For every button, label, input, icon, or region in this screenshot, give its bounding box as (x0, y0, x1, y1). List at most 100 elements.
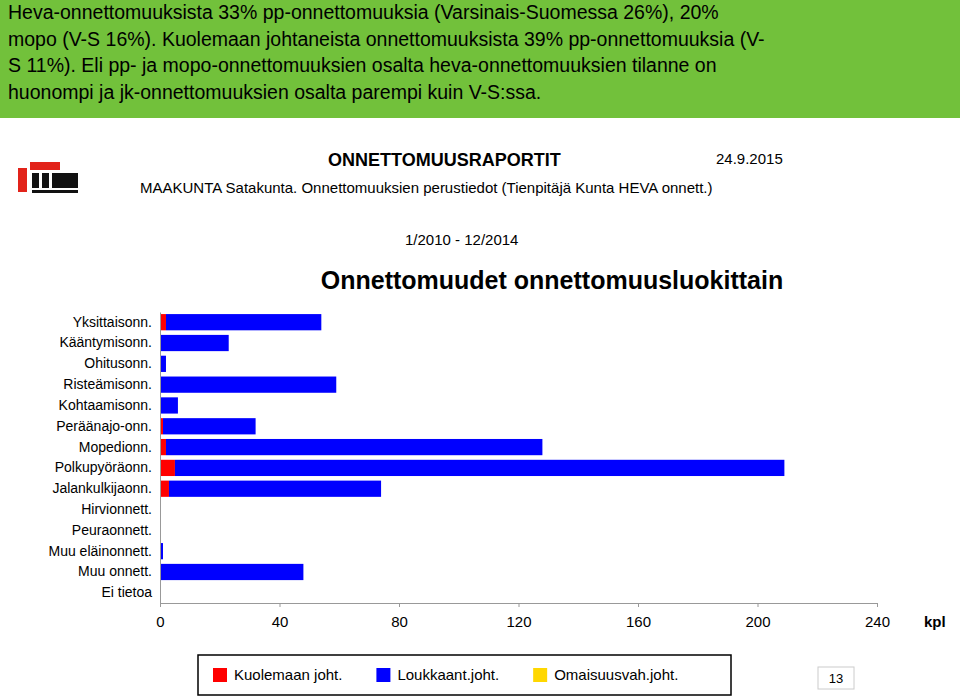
x-tick-mark (877, 603, 878, 607)
header-text: Heva-onnettomuuksista 33% pp-onnettomuuk… (8, 1, 765, 103)
logo-shape (30, 162, 60, 170)
y-tick-label: Peuraonnett. (72, 522, 152, 538)
x-tick-label: 120 (506, 613, 531, 630)
y-tick-label: Muu onnett. (78, 563, 152, 579)
y-tick: Mopedionn. (79, 439, 160, 455)
report-description: MAAKUNTA Satakunta. Onnettomuuksien peru… (140, 179, 713, 196)
x-axis: 0 40 80 120 160 200 240 (156, 603, 890, 630)
y-tick: Peuraonnett. (72, 522, 160, 538)
y-tick: Muu eläinonnett. (48, 543, 160, 559)
logo-shape (42, 173, 49, 188)
logo-shape (52, 173, 78, 188)
x-tick: 40 (272, 603, 289, 630)
x-tick-mark (758, 603, 759, 607)
report-date: 24.9.2015 (716, 150, 783, 167)
legend-box (198, 655, 731, 695)
header-line: mopo (V-S 16%). Kuolemaan johtaneista on… (8, 28, 765, 50)
y-tick: Muu onnett. (78, 563, 160, 579)
bar (228, 335, 229, 351)
x-tick: 160 (626, 603, 651, 630)
bar (321, 314, 322, 330)
bar (336, 377, 337, 393)
bar (160, 460, 175, 476)
bar (177, 397, 178, 413)
bar (784, 460, 785, 476)
y-tick-label: Risteämisonn. (63, 376, 152, 392)
x-tick-mark (160, 603, 161, 607)
x-tick: 200 (745, 603, 770, 630)
report-period: 1/2010 - 12/2014 (405, 231, 518, 248)
header-line: S 11%). Eli pp- ja mopo-onnettomuuksien … (8, 54, 717, 76)
logo-shape (18, 168, 27, 192)
x-tick-mark (399, 603, 400, 607)
page-number: 13 (829, 671, 843, 686)
y-tick-label: Yksittaisonn. (73, 314, 152, 330)
y-tick-label: Muu eläinonnett. (48, 543, 152, 559)
y-tick: Ohitusonn. (84, 355, 160, 371)
legend-label: Loukkaant.joht. (397, 666, 499, 683)
bars (160, 314, 784, 580)
header-band (0, 0, 960, 118)
bar (165, 356, 166, 372)
bar (160, 397, 178, 413)
y-tick-label: Ohitusonn. (84, 355, 152, 371)
y-tick-label: Polkupyöräonn. (55, 459, 152, 475)
y-tick-label: Peräänajo-onn. (56, 418, 152, 434)
chart-title: Onnettomuudet onnettomuusluokittain (321, 266, 783, 294)
x-tick-label: 40 (272, 613, 289, 630)
header-line: huonompi ja jk-onnettomuuksien osalta pa… (8, 81, 541, 103)
bar (303, 564, 304, 580)
x-axis-line (161, 604, 878, 608)
legend: Kuolemaan joht. Loukkaant.joht. Omaisuusva… (198, 655, 731, 695)
x-tick-mark (280, 603, 281, 607)
report-title: ONNETTOMUUSRAPORTIT (328, 150, 561, 170)
y-tick: Polkupyöräonn. (55, 459, 160, 475)
logo (18, 162, 78, 193)
logo-shape (32, 190, 78, 193)
x-tick: 80 (391, 603, 408, 630)
bar (160, 564, 303, 580)
y-axis: Yksittaisonn. Kääntymisonn. Ohitusonn. Rist… (48, 313, 160, 604)
y-tick-label: Ei tietoa (101, 584, 152, 600)
bar (160, 481, 169, 497)
x-axis-title: kpl (924, 613, 946, 630)
slide: Heva-onnettomuuksista 33% pp-onnettomuuk… (0, 0, 960, 697)
legend-label: Omaisuusvah.joht. (554, 666, 678, 683)
x-tick-label: 240 (865, 613, 890, 630)
x-tick-label: 0 (156, 613, 164, 630)
header-line: Heva-onnettomuuksista 33% pp-onnettomuuk… (8, 1, 719, 23)
bar (166, 439, 542, 455)
x-tick-label: 80 (391, 613, 408, 630)
bar (255, 418, 256, 434)
y-tick: Kohtaamisonn. (59, 397, 160, 413)
x-tick: 240 (865, 603, 890, 630)
bar (163, 418, 256, 434)
y-tick: Peräänajo-onn. (56, 418, 160, 434)
legend-swatch (213, 668, 227, 682)
x-tick-label: 160 (626, 613, 651, 630)
bar (166, 314, 321, 330)
y-tick: Risteämisonn. (63, 376, 160, 392)
x-tick: 0 (156, 603, 164, 630)
y-tick: Yksittaisonn. (73, 314, 160, 330)
y-tick: Jalankulkijaonn. (52, 480, 160, 496)
legend-swatch (376, 668, 390, 682)
bar (542, 439, 543, 455)
y-tick-label: Jalankulkijaonn. (52, 480, 152, 496)
y-tick-label: Kohtaamisonn. (59, 397, 152, 413)
legend-label: Kuolemaan joht. (234, 666, 342, 683)
y-tick-label: Kääntymisonn. (59, 334, 152, 350)
logo-shape (32, 173, 39, 188)
y-tick-label: Mopedionn. (79, 439, 152, 455)
legend-swatch (533, 668, 547, 682)
y-tick: Ei tietoa (101, 584, 160, 600)
x-tick-label: 200 (745, 613, 770, 630)
x-tick-mark (519, 603, 520, 607)
bar (162, 543, 163, 559)
bar (175, 460, 784, 476)
series-1 (160, 314, 784, 580)
y-tick-label: Hirvionnett. (81, 501, 152, 517)
page-number-box (818, 667, 854, 689)
bar (381, 481, 382, 497)
x-tick-mark (638, 603, 639, 607)
